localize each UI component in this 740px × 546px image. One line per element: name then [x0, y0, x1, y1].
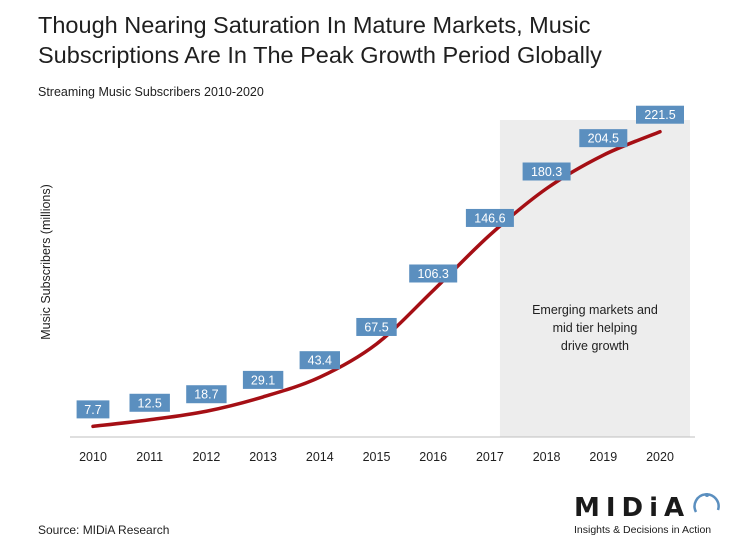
data-label-2017: 146.6 — [465, 208, 514, 227]
x-tick-label-2013: 2013 — [249, 450, 277, 464]
data-label-box — [465, 208, 514, 227]
logo-tagline: Insights & Decisions in Action — [574, 524, 712, 536]
x-tick-label-2020: 2020 — [646, 450, 674, 464]
data-label-box — [522, 162, 571, 181]
x-tick-label-2018: 2018 — [533, 450, 561, 464]
data-label-text: 180.3 — [531, 165, 562, 179]
data-label-text: 67.5 — [364, 320, 388, 334]
data-label-text: 12.5 — [138, 396, 162, 410]
x-tick-label-2016: 2016 — [419, 450, 447, 464]
chart-subtitle: Streaming Music Subscribers 2010-2020 — [38, 85, 264, 99]
data-label-box — [186, 385, 227, 404]
data-label-box — [409, 264, 458, 283]
data-label-2010: 7.7 — [76, 400, 110, 419]
x-tick-label-2019: 2019 — [589, 450, 617, 464]
data-label-text: 29.1 — [251, 373, 275, 387]
x-tick-label-2015: 2015 — [363, 450, 391, 464]
data-label-2011: 12.5 — [129, 393, 170, 412]
data-label-2016: 106.3 — [409, 264, 458, 283]
data-label-text: 43.4 — [308, 354, 332, 368]
data-label-text: 221.5 — [644, 108, 675, 122]
data-label-box — [299, 351, 340, 370]
data-label-text: 106.3 — [418, 267, 449, 281]
logo-arc-icon — [693, 493, 720, 513]
data-label-text: 146.6 — [474, 211, 505, 225]
data-label-box — [76, 400, 110, 419]
data-label-2014: 43.4 — [299, 351, 340, 370]
data-label-box — [636, 105, 684, 124]
data-label-text: 7.7 — [84, 403, 101, 417]
x-tick-label-2011: 2011 — [136, 450, 163, 464]
x-tick-label-2017: 2017 — [476, 450, 504, 464]
data-label-text: 18.7 — [194, 388, 218, 402]
data-label-box — [356, 317, 397, 336]
midia-logo: MIDiA Insights & Decisions in Action — [574, 493, 734, 536]
x-tick-label-2012: 2012 — [192, 450, 220, 464]
x-tick-label-2014: 2014 — [306, 450, 334, 464]
chart-title: Though Nearing Saturation In Mature Mark… — [38, 12, 602, 68]
data-label-2018: 180.3 — [522, 162, 571, 181]
data-label-2013: 29.1 — [242, 370, 284, 389]
data-label-box — [129, 393, 170, 412]
x-tick-label-2010: 2010 — [79, 450, 107, 464]
data-label-box — [242, 370, 284, 389]
data-label-2015: 67.5 — [356, 317, 397, 336]
data-label-2019: 204.5 — [579, 129, 628, 148]
data-label-2012: 18.7 — [186, 385, 227, 404]
data-label-text: 204.5 — [588, 132, 619, 146]
annotation-text: Emerging markets and mid tier helping driv… — [532, 303, 658, 353]
logo-wordmark: MIDiA — [574, 493, 691, 523]
data-label-box — [579, 129, 628, 148]
source-note: Source: MIDiA Research — [38, 523, 170, 537]
data-label-2020: 221.5 — [636, 105, 684, 124]
